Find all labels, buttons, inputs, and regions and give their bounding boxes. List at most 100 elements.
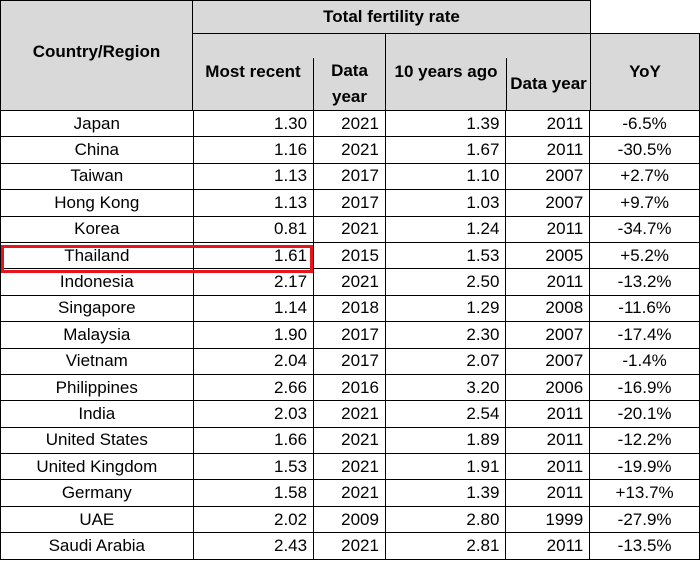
cell-country: Germany (0, 479, 194, 507)
cell-year: 2018 (313, 294, 386, 323)
table-row: Singapore 1.14 2018 1.29 2008 -11.6% (0, 294, 700, 323)
cell-ago: 2.80 (384, 505, 507, 534)
cell-year: 2016 (313, 373, 386, 402)
cell-ago: 1.24 (384, 215, 507, 243)
cell-yoy: -34.7% (589, 215, 700, 243)
cell-recent: 1.66 (192, 426, 315, 455)
header-country: Country/Region (0, 0, 193, 111)
cell-yoy: -13.5% (589, 532, 700, 560)
table-row: Saudi Arabia 2.43 2021 2.81 2011 -13.5% (0, 532, 700, 560)
cell-ago: 1.53 (384, 241, 507, 270)
cell-year: 2021 (313, 479, 386, 507)
cell-yoy: -1.4% (589, 347, 700, 375)
cell-ago: 2.30 (384, 321, 507, 349)
cell-recent: 2.04 (192, 347, 315, 375)
cell-ago-year: 2007 (505, 189, 591, 217)
cell-country: UAE (0, 505, 194, 534)
cell-ago-year: 2007 (505, 321, 591, 349)
cell-ago-year: 1999 (505, 505, 591, 534)
cell-year: 2015 (313, 241, 386, 270)
cell-yoy: -17.4% (589, 321, 700, 349)
header-spacer-2 (506, 33, 591, 58)
cell-ago-year: 2007 (505, 347, 591, 375)
header-blank (591, 0, 700, 34)
cell-ago-year: 2006 (505, 373, 591, 402)
table-row: Indonesia 2.17 2021 2.50 2011 -13.2% (0, 268, 700, 296)
cell-country: Hong Kong (0, 189, 194, 217)
cell-yoy: -16.9% (589, 373, 700, 402)
cell-ago: 1.03 (384, 189, 507, 217)
header-data-year-2: Data year (506, 57, 591, 111)
cell-ago: 1.91 (384, 453, 507, 481)
header-total-fertility-rate: Total fertility rate (192, 0, 591, 34)
cell-recent: 1.53 (192, 453, 315, 481)
cell-ago: 1.67 (384, 136, 507, 164)
cell-country: Singapore (0, 294, 194, 323)
cell-ago-year: 2011 (505, 215, 591, 243)
cell-country: United States (0, 426, 194, 455)
cell-year: 2021 (313, 136, 386, 164)
cell-recent: 1.30 (192, 109, 315, 138)
cell-recent: 2.03 (192, 400, 315, 428)
header-ten-years-ago: 10 years ago (385, 33, 507, 111)
cell-country: Japan (0, 109, 194, 138)
cell-ago-year: 2011 (505, 532, 591, 560)
cell-recent: 2.43 (192, 532, 315, 560)
cell-ago: 2.07 (384, 347, 507, 375)
cell-yoy: -27.9% (589, 505, 700, 534)
table-row: Malaysia 1.90 2017 2.30 2007 -17.4% (0, 321, 700, 349)
cell-ago-year: 2011 (505, 109, 591, 138)
table-row: United States 1.66 2021 1.89 2011 -12.2% (0, 426, 700, 455)
cell-recent: 2.66 (192, 373, 315, 402)
table-row: Taiwan 1.13 2017 1.10 2007 +2.7% (0, 162, 700, 191)
cell-ago-year: 2011 (505, 400, 591, 428)
cell-year: 2009 (313, 505, 386, 534)
cell-year: 2021 (313, 215, 386, 243)
cell-recent: 1.58 (192, 479, 315, 507)
header-most-recent: Most recent (192, 33, 314, 111)
cell-ago: 1.29 (384, 294, 507, 323)
table-row: India 2.03 2021 2.54 2011 -20.1% (0, 400, 700, 428)
table-row: Thailand 1.61 2015 1.53 2005 +5.2% (0, 241, 700, 270)
cell-ago-year: 2011 (505, 426, 591, 455)
cell-ago: 1.89 (384, 426, 507, 455)
table-row: Hong Kong 1.13 2017 1.03 2007 +9.7% (0, 189, 700, 217)
cell-year: 2017 (313, 189, 386, 217)
cell-ago-year: 2011 (505, 136, 591, 164)
cell-country: United Kingdom (0, 453, 194, 481)
header-data-year: Data year (313, 57, 386, 111)
table-row: United Kingdom 1.53 2021 1.91 2011 -19.9% (0, 453, 700, 481)
cell-ago: 1.10 (384, 162, 507, 191)
cell-ago: 1.39 (384, 479, 507, 507)
cell-country: Philippines (0, 373, 194, 402)
cell-recent: 2.02 (192, 505, 315, 534)
cell-ago: 3.20 (384, 373, 507, 402)
cell-ago-year: 2011 (505, 453, 591, 481)
cell-ago-year: 2007 (505, 162, 591, 191)
cell-ago-year: 2011 (505, 268, 591, 296)
cell-yoy: -19.9% (589, 453, 700, 481)
cell-yoy: +2.7% (589, 162, 700, 191)
table-row: Germany 1.58 2021 1.39 2011 +13.7% (0, 479, 700, 507)
header-yoy: YoY (590, 33, 700, 111)
table-row: Philippines 2.66 2016 3.20 2006 -16.9% (0, 373, 700, 402)
cell-yoy: -6.5% (589, 109, 700, 138)
header-spacer (313, 33, 386, 58)
thailand-highlight-box (1, 245, 313, 273)
cell-year: 2021 (313, 268, 386, 296)
cell-country: Saudi Arabia (0, 532, 194, 560)
table-row: Vietnam 2.04 2017 2.07 2007 -1.4% (0, 347, 700, 375)
cell-country: Korea (0, 215, 194, 243)
cell-year: 2021 (313, 426, 386, 455)
cell-ago-year: 2008 (505, 294, 591, 323)
cell-recent: 1.14 (192, 294, 315, 323)
cell-recent: 1.13 (192, 162, 315, 191)
cell-country: Malaysia (0, 321, 194, 349)
cell-yoy: -20.1% (589, 400, 700, 428)
cell-recent: 0.81 (192, 215, 315, 243)
cell-ago-year: 2005 (505, 241, 591, 270)
cell-year: 2021 (313, 453, 386, 481)
cell-yoy: -11.6% (589, 294, 700, 323)
cell-ago: 1.39 (384, 109, 507, 138)
